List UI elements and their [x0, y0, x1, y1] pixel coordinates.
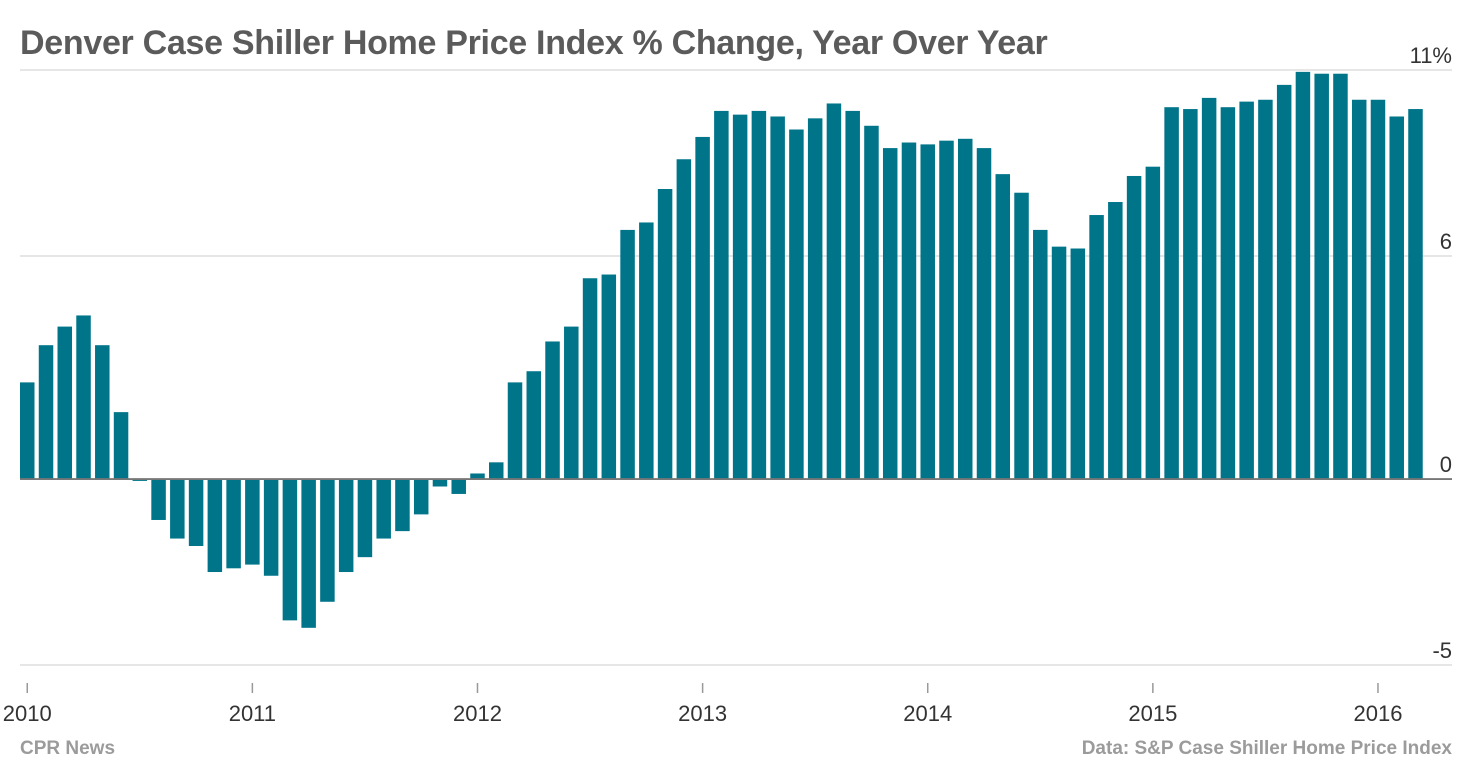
bar [1183, 109, 1198, 480]
y-axis-ticks: 11% 6 0 -5 [1410, 43, 1452, 663]
x-tick-label: 2016 [1353, 701, 1402, 726]
x-axis-ticks: 2010 2011 2012 2013 2014 2015 2016 [3, 683, 1402, 726]
bar [1314, 73, 1329, 480]
bar [564, 326, 579, 480]
bar [1051, 246, 1067, 480]
bar [132, 479, 148, 481]
bar [245, 479, 260, 565]
bar [376, 479, 391, 539]
x-tick-label: 2012 [453, 701, 502, 726]
credit-text: CPR News [20, 738, 116, 759]
bar [1033, 229, 1048, 480]
bar [1220, 107, 1236, 480]
bar [489, 462, 504, 480]
bar [57, 326, 73, 480]
bar [545, 341, 560, 480]
bars [20, 71, 1423, 628]
bar [470, 473, 485, 480]
bar [170, 479, 185, 539]
y-tick-label: 11% [1410, 43, 1452, 68]
y-tick-label: 6 [1440, 229, 1452, 254]
bar [958, 138, 973, 480]
x-tick-label: 2013 [678, 701, 727, 726]
bar [1239, 101, 1254, 480]
bar [413, 479, 429, 515]
bar [1351, 99, 1367, 480]
bar [770, 116, 785, 480]
bar [1295, 71, 1311, 480]
bar [432, 479, 448, 487]
bar [789, 129, 804, 480]
bar [714, 110, 729, 480]
chart-title: Denver Case Shiller Home Price Index % C… [20, 24, 1048, 62]
bar [1126, 175, 1142, 480]
bar [582, 278, 598, 480]
y-tick-label: 0 [1440, 452, 1452, 477]
bar [357, 479, 373, 558]
bar [1258, 99, 1273, 480]
bar [526, 371, 542, 480]
bar [976, 148, 992, 480]
bar [939, 140, 954, 480]
bar [1164, 107, 1179, 480]
bar [282, 479, 298, 621]
bar [695, 136, 710, 480]
bar [263, 479, 279, 576]
bar [826, 103, 842, 480]
bar [151, 479, 166, 520]
bar [639, 222, 654, 480]
bar [1145, 166, 1161, 480]
bar [620, 229, 635, 480]
x-tick-label: 2015 [1128, 701, 1177, 726]
bar [807, 118, 823, 480]
bar [507, 382, 523, 480]
bar [320, 479, 335, 602]
y-tick-label: -5 [1432, 638, 1452, 663]
bar [1276, 84, 1292, 480]
bar [1370, 99, 1386, 480]
x-tick-label: 2014 [903, 701, 952, 726]
source-note: Data: S&P Case Shiller Home Price Index [1081, 738, 1452, 759]
bar [76, 315, 91, 480]
bar [395, 479, 410, 532]
bar [20, 382, 35, 480]
bar [301, 479, 316, 628]
bar [845, 110, 860, 480]
bar [38, 345, 54, 480]
bar [338, 479, 354, 573]
bar [1201, 97, 1217, 480]
bar [1089, 215, 1104, 480]
bar [657, 189, 673, 480]
bar [188, 479, 204, 546]
bar [1408, 109, 1423, 480]
bar [751, 110, 767, 480]
bar [995, 174, 1011, 480]
bar [676, 159, 692, 480]
bar [601, 274, 617, 480]
bar [1014, 192, 1029, 480]
bar [1070, 248, 1086, 480]
bar [451, 479, 466, 494]
bar [1389, 116, 1404, 480]
bar [864, 125, 879, 480]
bar [113, 412, 129, 480]
bar [901, 142, 917, 480]
bar [920, 144, 935, 480]
bar [1108, 202, 1123, 480]
x-tick-label: 2010 [3, 701, 52, 726]
bar [1333, 73, 1348, 480]
bar [732, 114, 748, 480]
x-tick-label: 2011 [229, 701, 276, 726]
bar [226, 479, 241, 569]
bar [882, 148, 898, 480]
bar [95, 345, 110, 480]
bar [207, 479, 223, 573]
